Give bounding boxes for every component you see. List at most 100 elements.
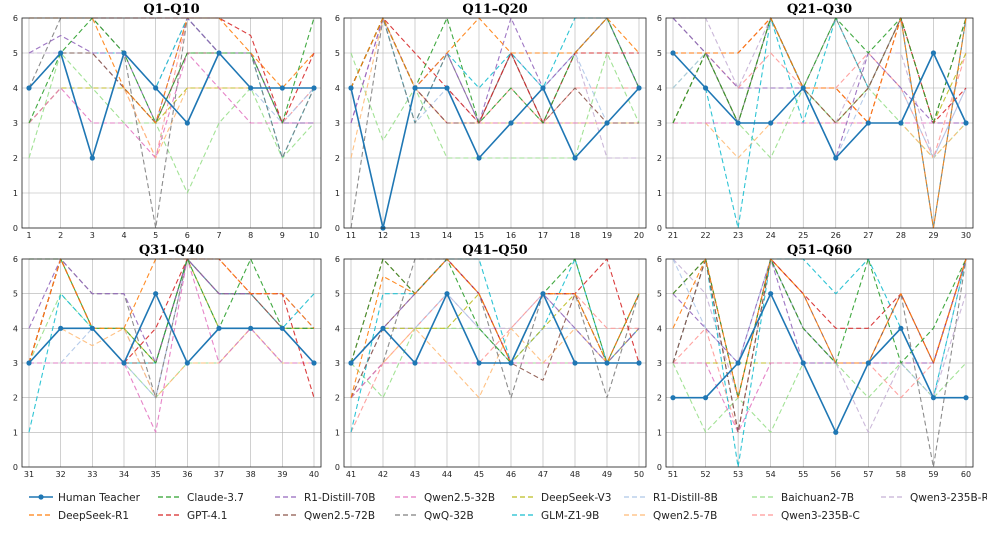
legend: Human Teacher DeepSeek-R1 Claude-3.7 GPT-4.…: [29, 492, 987, 522]
panel-title: Q51–Q60: [787, 243, 852, 258]
data-point: [702, 395, 709, 401]
data-point: [670, 395, 676, 401]
data-point: [248, 325, 254, 331]
series-line-r1-distill-8b: [672, 258, 967, 399]
series-line-gpt-4-1: [29, 17, 315, 124]
legend-item: Qwen3-235B-R: [881, 492, 987, 504]
series-line-qwen2-5-72b: [672, 258, 967, 433]
x-tick-label: 56: [831, 470, 841, 479]
series-line-human-teacher: [350, 292, 639, 364]
data-point: [930, 395, 937, 401]
data-point: [348, 85, 354, 91]
data-point: [865, 360, 871, 366]
y-tick-label: 1: [335, 428, 340, 437]
x-tick-label: 37: [214, 470, 224, 479]
legend-label: Qwen2.5-32B: [424, 492, 495, 504]
data-point: [800, 85, 806, 91]
x-tick-label: 4: [121, 231, 126, 240]
data-point: [604, 120, 610, 126]
data-point: [898, 120, 904, 126]
panel-frame: [343, 17, 647, 229]
data-point: [348, 360, 354, 366]
x-tick-label: 33: [87, 470, 97, 479]
x-tick-label: 25: [798, 231, 808, 240]
x-tick-label: 29: [928, 231, 938, 240]
x-tick-label: 24: [766, 231, 776, 240]
series-line-claude-3-7: [29, 258, 314, 364]
data-point: [184, 360, 190, 366]
x-tick-label: 41: [346, 470, 356, 479]
y-tick-label: 6: [335, 255, 340, 264]
y-tick-label: 6: [13, 14, 18, 23]
data-point: [833, 429, 839, 435]
data-point: [311, 85, 317, 91]
x-tick-label: 28: [896, 231, 906, 240]
series-line-qwen3-235b-c: [673, 52, 967, 159]
series-line-human-teacher: [28, 292, 315, 364]
x-tick-label: 50: [634, 470, 644, 479]
data-point: [898, 325, 904, 331]
panel-title: Q31–Q40: [139, 243, 204, 258]
x-tick-label: 7: [216, 231, 221, 240]
series-line-glm-z1-9b: [28, 17, 315, 159]
x-tick-label: 32: [56, 470, 66, 479]
data-point: [833, 155, 839, 161]
x-tick-label: 10: [309, 231, 319, 240]
series-line-claude-3-7: [672, 17, 967, 124]
data-point: [540, 85, 546, 91]
panel-title: Q11–Q20: [462, 2, 527, 17]
legend-item: Human Teacher: [29, 492, 141, 504]
x-tick-label: 18: [570, 231, 580, 240]
legend-label: Qwen3-235B-C: [781, 510, 860, 522]
data-point: [670, 50, 676, 56]
y-tick-label: 2: [657, 394, 662, 403]
x-tick-label: 60: [961, 470, 971, 479]
series-line-deepseek-r1: [29, 17, 315, 124]
y-tick-label: 1: [13, 428, 18, 437]
legend-label: Qwen2.5-72B: [304, 510, 375, 522]
y-tick-label: 1: [657, 189, 662, 198]
y-tick-label: 0: [657, 463, 662, 472]
x-tick-label: 42: [378, 470, 388, 479]
x-tick-label: 23: [733, 231, 743, 240]
y-tick-label: 0: [13, 463, 18, 472]
x-tick-label: 27: [863, 231, 873, 240]
legend-item: Qwen2.5-32B: [395, 492, 495, 504]
y-tick-label: 6: [13, 255, 18, 264]
y-tick-label: 5: [335, 290, 340, 299]
x-tick-label: 31: [24, 470, 34, 479]
x-tick-label: 2: [58, 231, 63, 240]
data-point: [444, 85, 450, 91]
x-tick-label: 40: [309, 470, 319, 479]
series-line-deepseek-r1: [350, 17, 640, 89]
data-point: [508, 120, 514, 126]
series-line-deepseek-v3: [350, 17, 639, 124]
data-point: [412, 85, 418, 91]
y-tick-label: 5: [657, 49, 662, 58]
legend-label: R1-Distill-70B: [304, 492, 375, 504]
x-tick-label: 45: [474, 470, 484, 479]
y-tick-label: 4: [657, 84, 662, 93]
data-point: [184, 120, 190, 126]
y-tick-label: 4: [335, 324, 340, 333]
x-tick-label: 14: [442, 231, 452, 240]
y-tick-label: 3: [13, 119, 18, 128]
y-tick-label: 4: [13, 324, 18, 333]
data-point: [636, 360, 642, 366]
legend-item: Qwen2.5-72B: [275, 510, 375, 522]
y-tick-label: 3: [13, 359, 18, 368]
x-tick-label: 22: [700, 231, 710, 240]
y-tick-label: 3: [335, 119, 340, 128]
y-tick-label: 5: [657, 290, 662, 299]
legend-item: Qwen3-235B-C: [752, 510, 860, 522]
y-tick-label: 1: [335, 189, 340, 198]
y-tick-label: 1: [657, 428, 662, 437]
y-tick-label: 2: [13, 394, 18, 403]
data-point: [58, 50, 64, 56]
legend-label: GLM-Z1-9B: [541, 510, 599, 522]
legend-label: R1-Distill-8B: [653, 492, 718, 504]
y-tick-label: 6: [657, 14, 662, 23]
